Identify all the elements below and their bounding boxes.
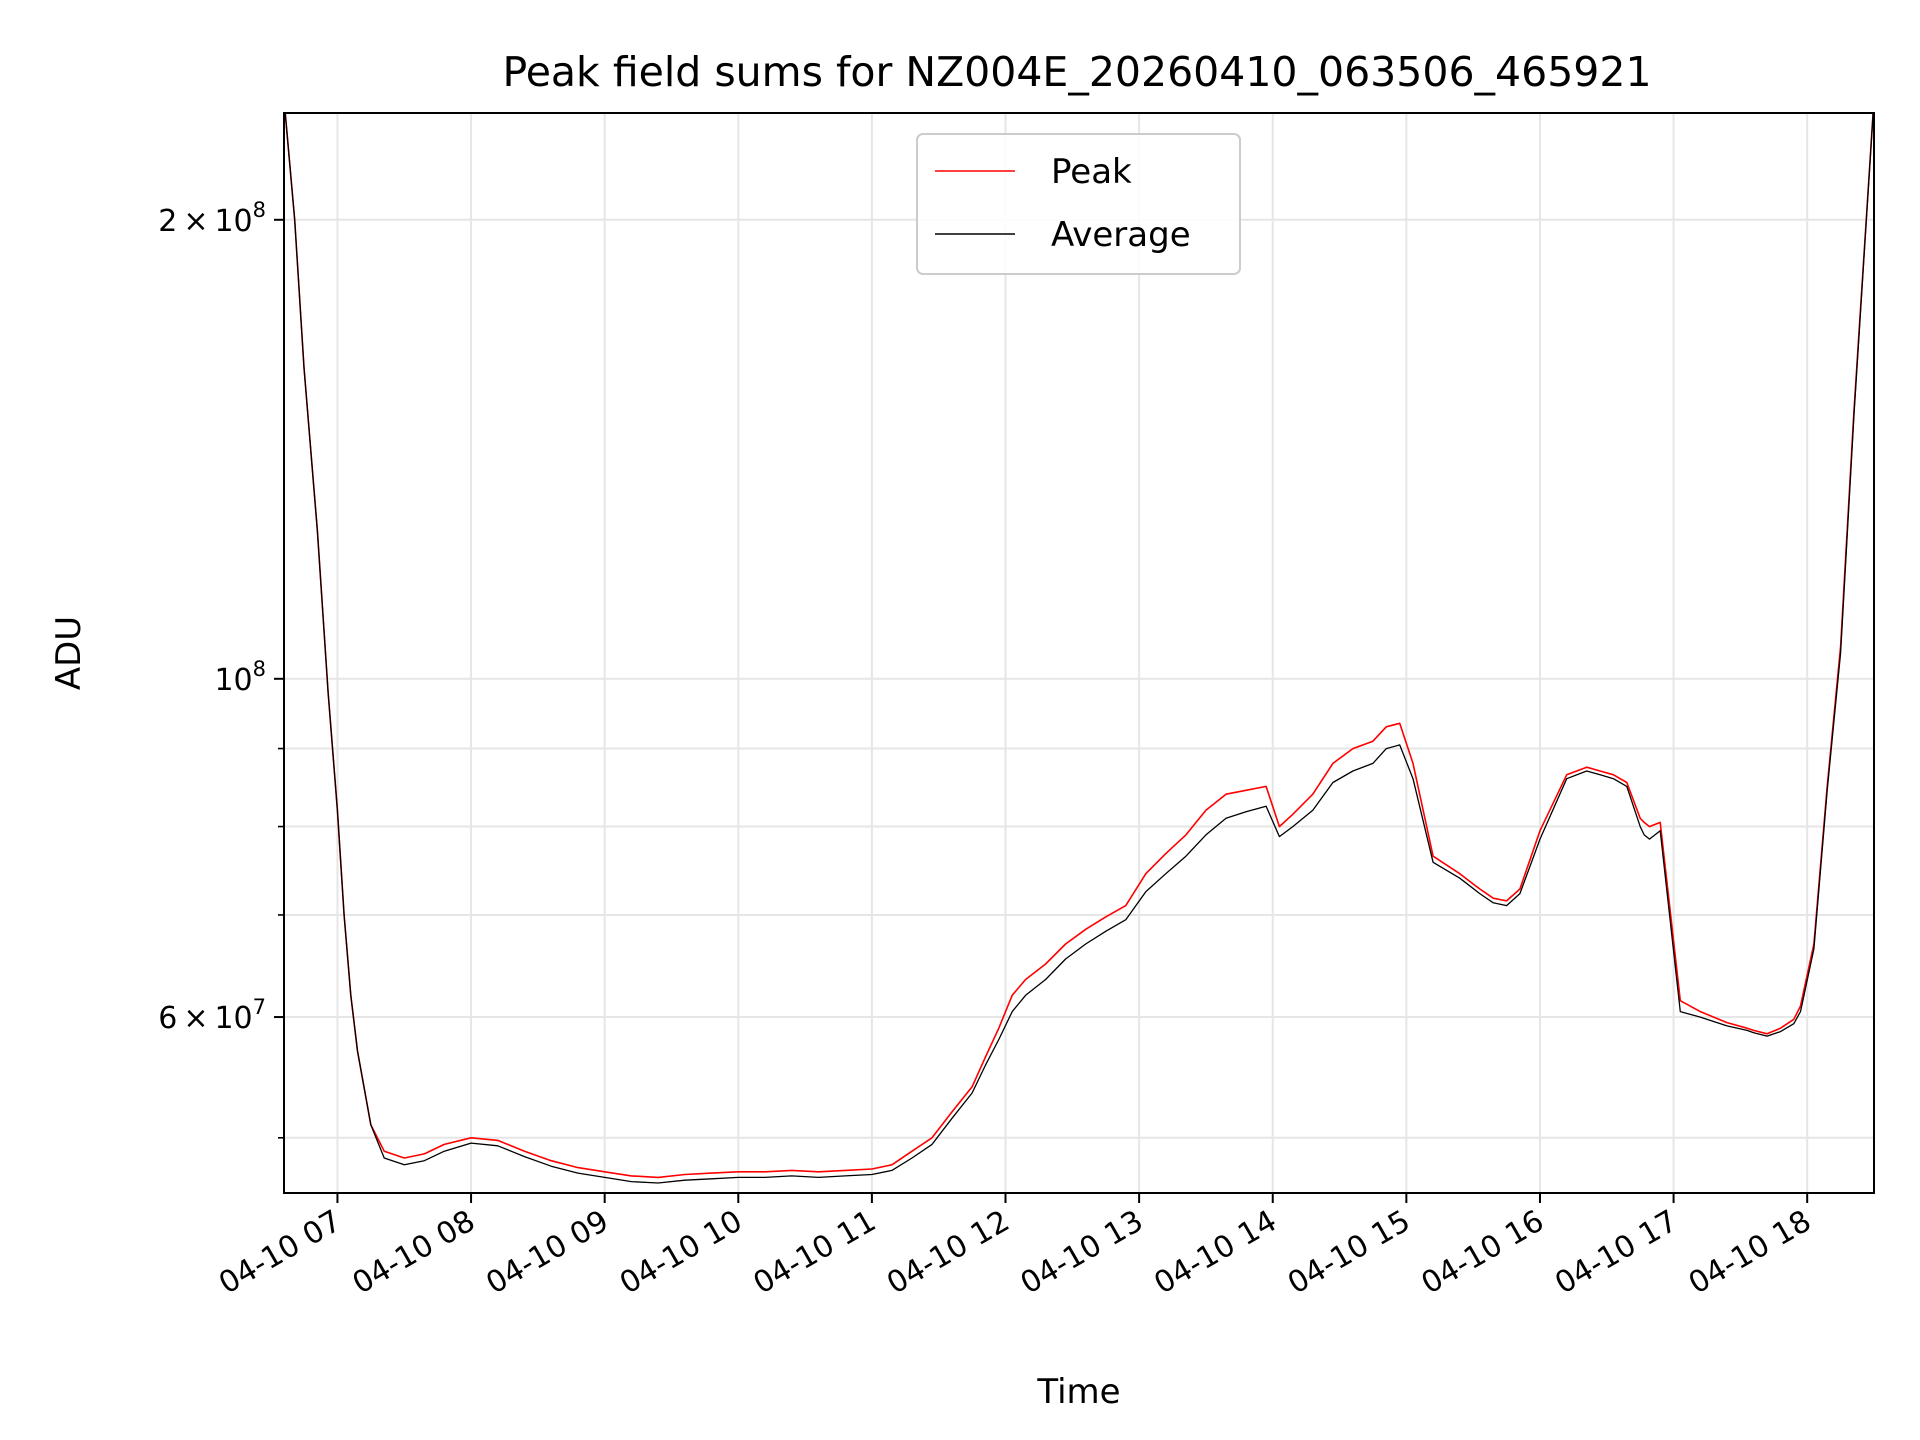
y-tick-label: 2 × 108 [158, 198, 266, 239]
x-axis-label: Time [1036, 1372, 1120, 1412]
legend-average-label: Average [1051, 215, 1191, 255]
y-axis-label: ADU [49, 616, 89, 690]
plot-frame [283, 112, 1875, 1194]
legend-peak-label: Peak [1051, 152, 1132, 192]
y-tick-label: 108 [214, 657, 266, 698]
series-peak-line [284, 113, 1874, 1179]
legend-box [916, 133, 1241, 275]
chart-title: Peak field sums for NZ004E_20260410_0635… [502, 48, 1651, 96]
series-layer [284, 113, 1874, 1184]
series-average-line [284, 113, 1874, 1184]
legend: Peak Average [916, 133, 1241, 275]
grid-lines [284, 113, 1874, 1193]
y-axis: 2 × 108 108 6 × 107 [158, 198, 284, 1139]
y-tick-label: 6 × 107 [158, 995, 266, 1036]
